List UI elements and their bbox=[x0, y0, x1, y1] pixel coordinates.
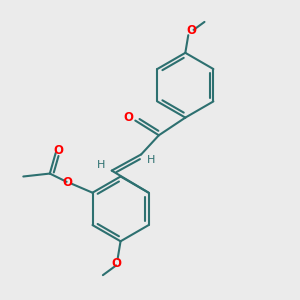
Text: H: H bbox=[147, 155, 156, 165]
Text: H: H bbox=[97, 160, 106, 170]
Text: O: O bbox=[54, 143, 64, 157]
Text: O: O bbox=[111, 257, 121, 270]
Text: O: O bbox=[186, 24, 196, 37]
Text: O: O bbox=[62, 176, 73, 189]
Text: O: O bbox=[123, 111, 133, 124]
